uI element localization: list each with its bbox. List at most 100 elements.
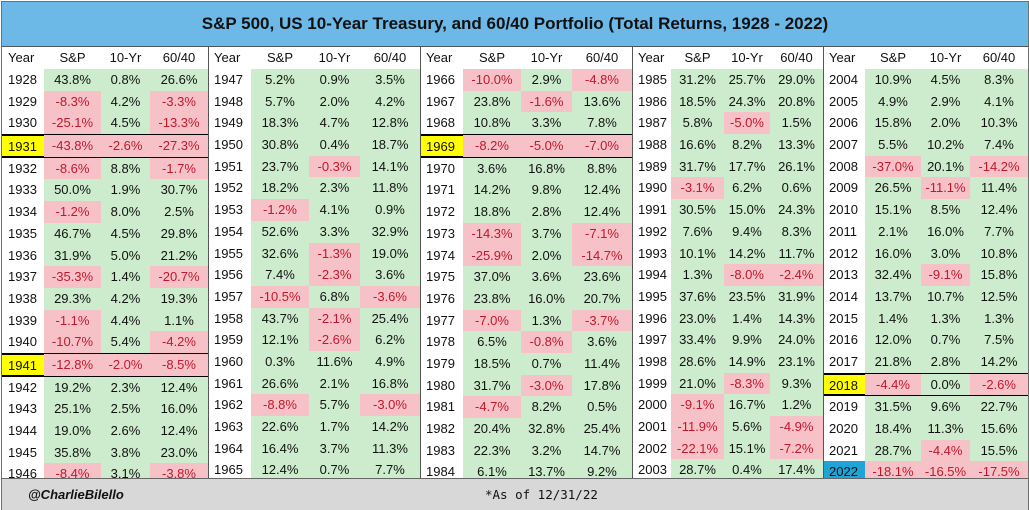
sp500-return: 35.8% [44,441,101,464]
year-cell: 1938 [8,290,37,306]
column-divider [208,47,209,479]
year-row: 2016 12.0% 0.7% 7.5% [823,329,1028,351]
treasury-return: -1.6% [521,90,572,113]
year-cell: 1972 [426,204,455,220]
year-row: 2018 -4.4% 0.0% -2.6% [823,372,1028,397]
year-row: 1981 -4.7% 8.2% 0.5% [420,396,632,418]
year-row: 1972 18.8% 2.8% 12.4% [420,201,632,223]
year-row: 1949 18.3% 4.7% 12.8% [208,112,420,135]
column-header: Year [638,50,665,65]
sp500-return: -18.1% [865,461,921,484]
portfolio-60-40-return: 7.7% [970,220,1028,243]
year-row: 1960 0.3% 11.6% 4.9% [208,350,420,373]
sp500-return: -37.0% [865,155,921,178]
treasury-return: 17.7% [724,155,770,178]
sp500-return: -8.8% [251,394,309,416]
portfolio-60-40-return: 18.7% [360,134,420,156]
portfolio-60-40-return: 9.3% [770,372,823,395]
portfolio-60-40-return: 12.8% [360,112,420,135]
treasury-return: 3.3% [309,220,360,243]
year-row: 1945 35.8% 3.8% 23.0% [2,441,208,464]
year-row: 1947 5.2% 0.9% 3.5% [208,69,420,91]
treasury-return: 1.4% [101,266,150,288]
portfolio-60-40-return: 7.7% [360,459,420,482]
portfolio-60-40-return: 19.3% [150,287,208,310]
portfolio-60-40-return: 14.2% [970,350,1028,373]
treasury-return: 0.9% [309,69,360,91]
sp500-return: -8.2% [463,135,521,157]
treasury-return: 2.3% [101,376,150,399]
year-row: 1964 16.4% 3.7% 11.3% [208,437,420,460]
sp500-return: 33.4% [671,329,724,351]
year-cell: 1928 [8,72,37,87]
portfolio-60-40-return: -3.0% [360,394,420,416]
year-cell: 1982 [426,421,455,436]
portfolio-60-40-return: 9.2% [572,461,632,484]
portfolio-60-40-return: 24.3% [770,199,823,221]
treasury-return: 1.3% [921,307,970,330]
treasury-return: 16.0% [521,287,572,310]
portfolio-60-40-return: 19.0% [360,242,420,265]
year-cell: 1963 [214,419,243,434]
year-cell: 1934 [8,204,37,220]
sp500-return: 28.7% [671,459,724,482]
year-cell: 1994 [638,267,667,283]
treasury-return: 0.8% [101,69,150,91]
year-row: 1950 30.8% 0.4% 18.7% [208,134,420,156]
treasury-return: 6.8% [309,285,360,308]
treasury-return: 0.7% [521,352,572,375]
year-row: 2005 4.9% 2.9% 4.1% [823,90,1028,113]
year-cell: 1952 [214,180,243,196]
year-cell: 1943 [8,401,37,417]
year-block-5: Year S&P 10-Yr 60/40 2004 10.9% 4.5% 8.3% 2005 4.… [823,47,1028,484]
sp500-return: 10.8% [463,112,521,135]
year-cell: 2022 [823,461,865,484]
sp500-return: 2.1% [865,220,921,243]
treasury-return: 25.7% [724,69,770,91]
sp500-return: 18.2% [251,177,309,200]
portfolio-60-40-return: 6.2% [360,329,420,351]
sp500-return: 28.6% [671,350,724,373]
column-header: 60/40 [982,50,1016,65]
sp500-return: 31.2% [671,69,724,91]
sp500-return: -9.1% [671,394,724,416]
treasury-return: 2.0% [921,112,970,135]
treasury-return: 8.8% [101,157,150,180]
year-cell: 1937 [8,269,37,285]
year-row: 1971 14.2% 9.8% 12.4% [420,179,632,202]
treasury-return: 1.9% [101,179,150,202]
year-cell: 1930 [8,115,37,131]
year-cell: 1978 [426,334,455,350]
author-handle: @CharlieBilello [28,487,124,502]
treasury-return: 2.9% [921,90,970,113]
year-cell: 1997 [638,332,667,348]
year-row: 1957 -10.5% 6.8% -3.6% [208,285,420,308]
year-row: 1953 -1.2% 4.1% 0.9% [208,199,420,221]
sp500-return: -8.3% [44,90,101,113]
portfolio-60-40-return: 30.7% [150,179,208,202]
sp500-return: 7.4% [251,264,309,286]
year-row: 1973 -14.3% 3.7% -7.1% [420,222,632,245]
portfolio-60-40-return: 23.1% [770,350,823,373]
sp500-return: 37.0% [463,266,521,288]
year-cell: 1935 [8,225,37,241]
year-cell: 1955 [214,245,243,261]
year-cell: 1987 [638,115,667,131]
portfolio-60-40-return: 11.4% [970,177,1028,200]
year-cell: 1950 [214,137,243,153]
sp500-return: 32.4% [865,264,921,286]
year-cell: 2010 [829,202,858,218]
portfolio-60-40-return: 1.3% [970,307,1028,330]
year-cell: 1954 [214,223,243,239]
sp500-return: 18.4% [865,418,921,440]
year-row: 1985 31.2% 25.7% 29.0% [632,69,823,91]
year-row: 1933 50.0% 1.9% 30.7% [2,179,208,202]
year-cell: 2006 [829,115,858,131]
year-cell: 1977 [426,312,455,328]
year-cell: 2020 [829,421,858,436]
treasury-return: -2.6% [309,329,360,351]
portfolio-60-40-return: 12.4% [970,199,1028,221]
year-row: 1940 -10.7% 5.4% -4.2% [2,331,208,353]
year-cell: 2018 [823,373,865,396]
year-cell: 1958 [214,310,243,326]
